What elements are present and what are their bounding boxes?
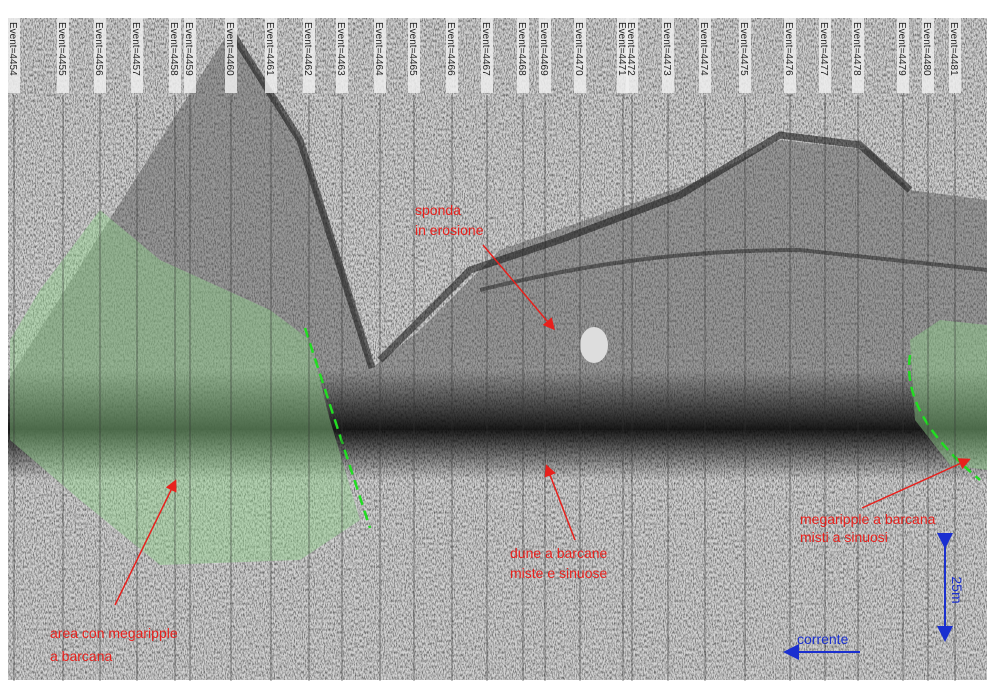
event-label: Event=4456 [93,22,104,76]
annotation: in erosione [415,222,484,238]
event-label: Event=4464 [373,22,384,76]
event-label: Event=4454 [7,22,18,76]
event-label: Event=4473 [661,22,672,76]
event-label: Event=4468 [516,22,527,76]
event-label: Event=4460 [224,22,235,76]
sonar-image: Event=4454 Event=4455 Event=4456 Event=4457… [0,0,987,681]
event-label: Event=4457 [130,22,141,76]
annotation: dune a barcane [510,545,608,561]
event-label: Event=4479 [896,22,907,76]
event-label: Event=4469 [538,22,549,76]
annotation: megaripple a barcana [800,511,936,527]
event-label: Event=4461 [264,22,275,76]
annotation: a barcana [50,648,112,664]
event-label: Event=4470 [573,22,584,76]
annotation: area con megaripple [50,625,178,641]
event-label: Event=4476 [783,22,794,76]
event-label: Event=4466 [445,22,456,76]
object [580,327,608,363]
event-label: Event=4474 [698,22,709,76]
event-label: Event=4458 [168,22,179,76]
scale-label: 25m [949,576,965,603]
event-label: Event=4462 [302,22,313,76]
event-label: Event=4467 [480,22,491,76]
annotation: miste e sinuose [510,565,607,581]
current-label: corrente [797,631,849,647]
event-label: Event=4481 [948,22,959,76]
event-label: Event=4478 [851,22,862,76]
event-label: Event=4455 [56,22,67,76]
event-label: Event=4477 [818,22,829,76]
annotation: sponda [415,202,461,218]
event-label: Event=4472 [625,22,636,76]
event-label: Event=4465 [407,22,418,76]
event-label: Event=4459 [183,22,194,76]
event-label: Event=4475 [738,22,749,76]
annotation: misti a sinuosi [800,529,888,545]
event-label: Event=4463 [335,22,346,76]
event-label: Event=4480 [921,22,932,76]
